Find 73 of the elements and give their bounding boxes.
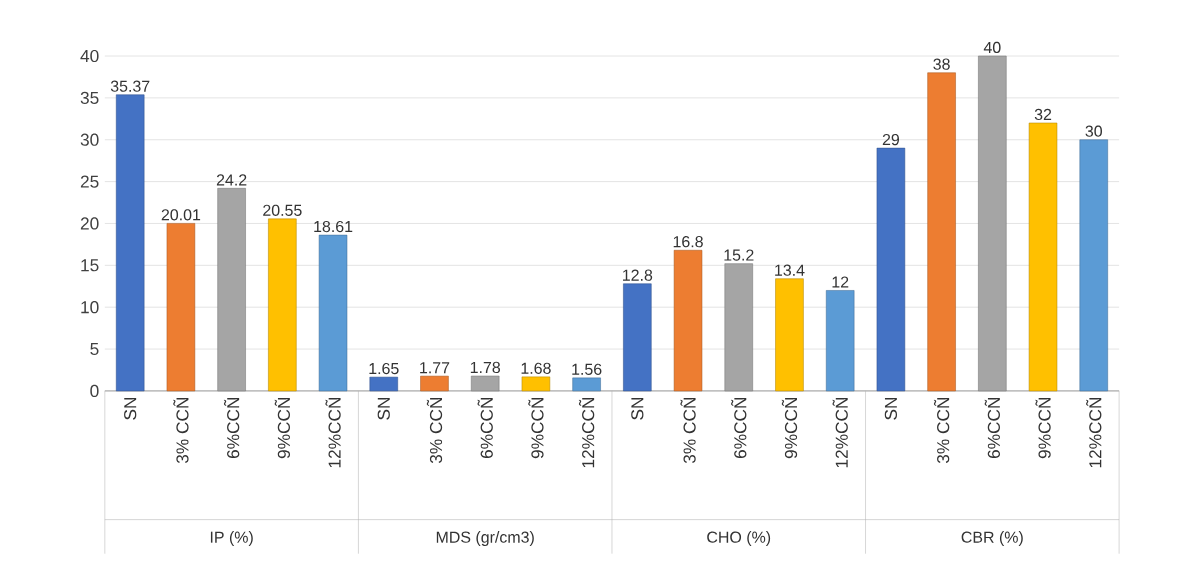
data-label: 1.65: [369, 362, 399, 375]
x-tick-label: 9%CCÑ: [1035, 397, 1051, 459]
x-tick-label: 9%CCÑ: [781, 397, 798, 459]
data-label: 16.8: [673, 236, 703, 248]
text: CBR (%): [961, 531, 1023, 547]
data-label: 1.68: [521, 362, 551, 374]
data-label: 29: [882, 133, 900, 146]
bar: [420, 375, 449, 392]
data-label: 15.2: [724, 249, 754, 261]
data-label: 38: [933, 58, 950, 70]
bar: [775, 278, 804, 392]
data-label: 1.56: [572, 363, 602, 375]
data-label: 30: [1085, 125, 1103, 137]
x-tick-label: 3% CCÑ: [680, 398, 696, 464]
x-tick-label: SN: [377, 397, 390, 420]
data-label: 13.4: [775, 264, 805, 276]
x-tick-label: 6%CCÑ: [223, 397, 240, 459]
x-tick-label: 6%CCÑ: [984, 397, 1000, 459]
y-tick-label: 40: [80, 49, 99, 63]
bar: [470, 375, 500, 392]
bar: [724, 263, 753, 392]
data-label: 12: [832, 276, 849, 288]
y-tick-label: 35: [80, 91, 99, 105]
data-label: 20.55: [263, 204, 302, 216]
y-tick-label: 5: [90, 343, 99, 356]
data-label: 40: [983, 41, 1001, 54]
bar: [166, 223, 196, 392]
bar: [978, 55, 1007, 392]
y-tick-label: 25: [80, 175, 99, 188]
x-tick-label: SN: [124, 397, 137, 420]
x-tick-label: 12%CCÑ: [325, 398, 341, 468]
bar: [115, 94, 145, 392]
bar: [217, 188, 246, 392]
text: MDS (gr/cm3): [436, 531, 534, 547]
data-label: 35.37: [110, 80, 150, 92]
bar: [318, 234, 348, 392]
x-tick-label: 3% CCÑ: [933, 398, 950, 464]
bar: [1028, 122, 1058, 392]
bar: [927, 72, 956, 392]
text: CHO (%): [707, 531, 771, 547]
data-label: 24.2: [216, 174, 247, 186]
y-tick-label: 15: [81, 259, 99, 272]
bar: [673, 250, 703, 392]
data-label: 32: [1034, 108, 1052, 121]
bar: [1079, 139, 1108, 392]
y-tick-label: 30: [80, 133, 99, 146]
x-tick-label: 3% CCÑ: [426, 398, 443, 464]
bar: [268, 218, 297, 392]
x-tick-label: 9%CCÑ: [274, 397, 291, 459]
y-tick-label: 20: [80, 217, 99, 230]
bar: [369, 376, 398, 392]
x-tick-label: SN: [631, 397, 644, 420]
bar: [876, 147, 906, 392]
data-label: 1.78: [470, 361, 501, 374]
data-label: 18.61: [314, 220, 353, 233]
x-tick-label: 9%CCÑ: [528, 397, 544, 459]
data-label: 12.8: [623, 269, 653, 281]
bar: [623, 283, 652, 392]
y-tick-label: 0: [90, 384, 99, 398]
data-label: 20.01: [161, 209, 201, 221]
bar: [825, 290, 855, 392]
text: IP (%): [210, 531, 253, 547]
x-tick-label: 12%CCÑ: [578, 398, 595, 468]
x-tick-label: 3% CCÑ: [173, 398, 189, 464]
bar: [572, 377, 601, 392]
x-tick-label: SN: [884, 397, 898, 420]
x-tick-label: 12%CCÑ: [1086, 398, 1102, 468]
x-tick-label: 6%CCÑ: [731, 397, 747, 459]
x-tick-label: 6%CCÑ: [477, 397, 493, 459]
data-label: 1.77: [420, 362, 450, 374]
y-tick-label: 10: [81, 301, 99, 314]
bar: [521, 376, 551, 392]
x-tick-label: 12%CCÑ: [832, 398, 848, 468]
